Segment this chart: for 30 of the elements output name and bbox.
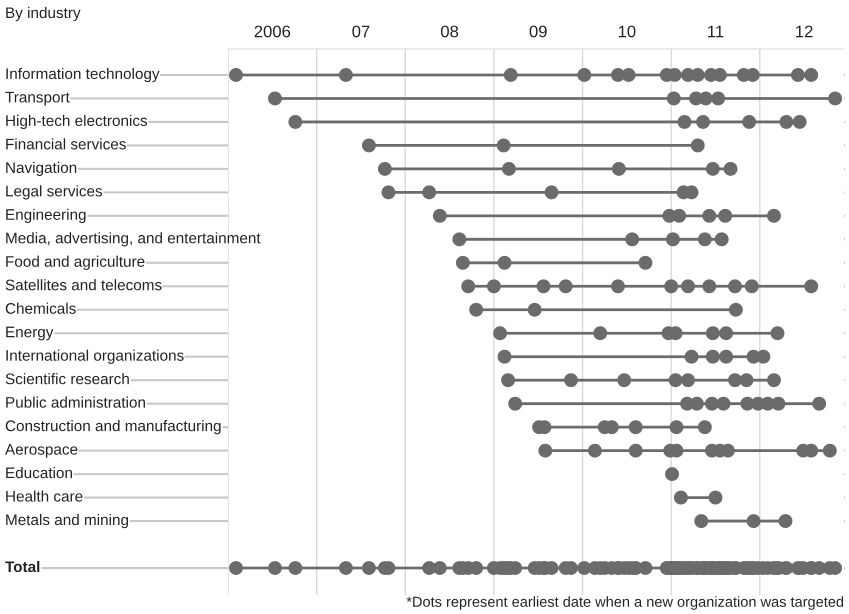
y-tick-label: Information technology bbox=[6, 68, 160, 82]
y-tick-label: Health care bbox=[6, 490, 82, 502]
y-tick-label: Transport bbox=[5, 92, 70, 106]
y-tick-label: Metals and mining bbox=[6, 514, 128, 528]
y-tick-label: Media, advertising, and entertainment bbox=[6, 232, 261, 246]
y-tick-label: Public administration bbox=[6, 396, 145, 408]
y-tick-label: Construction and manufacturing bbox=[6, 420, 221, 434]
y-tick-label: Chemicals bbox=[6, 302, 76, 314]
y-tick-label: Financial services bbox=[6, 138, 126, 150]
x-tick-label: 2006 bbox=[254, 26, 290, 38]
text: By industry bbox=[6, 6, 81, 22]
y-tick-label: Legal services bbox=[6, 185, 102, 200]
y-tick-label: Navigation bbox=[6, 162, 76, 176]
x-tick-label: 09 bbox=[530, 26, 547, 38]
y-tick-label: International organizations bbox=[6, 350, 184, 364]
y-tick-label: Engineering bbox=[6, 208, 86, 223]
y-tick-label: Scientific research bbox=[6, 373, 129, 384]
x-tick-label: 12 bbox=[796, 26, 813, 38]
x-tick-label: 10 bbox=[618, 26, 636, 38]
y-tick-label: Food and agriculture bbox=[6, 256, 144, 270]
y-tick-label: High-tech electronics bbox=[6, 114, 148, 130]
text: *Dots represent earliest date when a new organization was targeted bbox=[406, 596, 844, 610]
x-tick-label: 07 bbox=[352, 26, 370, 38]
y-tick-label: Aerospace bbox=[5, 444, 78, 458]
y-tick-label: Energy bbox=[6, 326, 54, 340]
x-tick-label: 08 bbox=[440, 26, 458, 38]
y-tick-label: Total bbox=[5, 560, 40, 572]
y-tick-label: Education bbox=[6, 466, 72, 478]
x-tick-label: 11 bbox=[708, 26, 724, 38]
y-tick-label: Satellites and telecoms bbox=[6, 279, 162, 290]
